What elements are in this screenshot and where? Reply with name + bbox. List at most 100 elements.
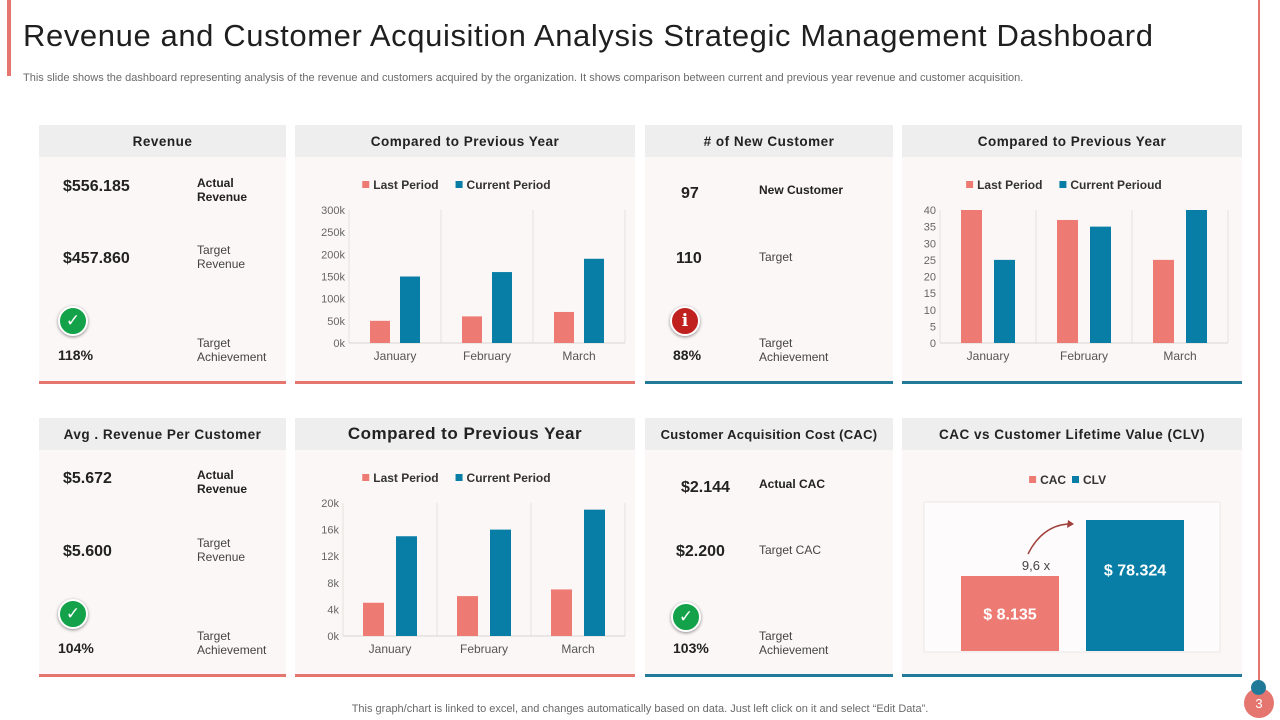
legend-swatch	[455, 474, 463, 481]
page-number-dot	[1251, 680, 1266, 695]
customer-comparison-card: Compared to Previous Year Last Period Cur…	[902, 125, 1242, 384]
card-accent-rule	[645, 674, 893, 677]
target-revenue-value: $457.860	[63, 250, 130, 267]
cac-kpi-title: Customer Acquisition Cost (CAC)	[645, 418, 893, 450]
bar-last-period	[363, 602, 384, 636]
x-tick-label: March	[562, 349, 595, 363]
new-customer-value: 97	[681, 185, 699, 202]
bar-current-period	[584, 509, 605, 636]
customer-comparison-title: Compared to Previous Year	[902, 125, 1242, 157]
bar-current-period	[1090, 226, 1111, 343]
bar-current-period	[490, 529, 511, 636]
y-tick-label: 20k	[321, 498, 339, 510]
actual-arpc-label: Actual Revenue	[197, 468, 248, 496]
legend-label: Current Period	[467, 178, 551, 192]
page-subtitle: This slide shows the dashboard represent…	[23, 72, 1024, 84]
check-icon: ✓	[58, 599, 88, 629]
bar-clv	[1086, 520, 1184, 651]
bar-last-period	[457, 596, 478, 636]
y-tick-label: 0k	[327, 631, 339, 643]
arpc-achievement-value: 104%	[58, 640, 94, 656]
x-tick-label: March	[1163, 349, 1196, 363]
bar-current-period	[492, 272, 512, 343]
legend-label: Current Period	[467, 471, 551, 485]
y-tick-label: 300k	[321, 205, 345, 217]
y-tick-label: 0	[930, 338, 936, 350]
y-tick-label: 20	[924, 272, 936, 284]
x-tick-label: February	[463, 349, 511, 363]
cac-achievement-label: Target Achievement	[759, 629, 829, 657]
actual-revenue-value: $556.185	[63, 178, 130, 195]
legend-swatch	[1072, 476, 1079, 483]
new-customer-kpi-title: # of New Customer	[645, 125, 893, 157]
clv-value-label: $ 78.324	[1104, 563, 1166, 580]
y-tick-label: 4k	[327, 604, 339, 616]
y-tick-label: 16k	[321, 525, 339, 537]
x-tick-label: February	[1060, 349, 1108, 363]
bar-last-period	[1057, 219, 1078, 343]
x-tick-label: January	[374, 349, 417, 363]
cac-clv-title: CAC vs Customer Lifetime Value (CLV)	[902, 418, 1242, 450]
bar-current-period	[584, 258, 604, 343]
target-arpc-value: $5.600	[63, 543, 112, 560]
ratio-arrow-head	[1067, 520, 1074, 528]
legend-label: CLV	[1083, 473, 1106, 487]
cac-value-label: $ 8.135	[983, 607, 1036, 624]
bar-last-period	[370, 320, 390, 343]
revenue-comparison-chart: Last Period Current Period 0k 50k 100k 150k 20…	[321, 178, 626, 363]
y-tick-label: 8k	[327, 578, 339, 590]
target-cac-label: Target CAC	[759, 543, 822, 557]
bar-cac	[961, 576, 1059, 651]
legend-label: Current Perioud	[1070, 178, 1161, 192]
y-tick-label: 5	[930, 321, 936, 333]
cac-clv-chart: CAC CLV $ 8.135 $ 78.324 9,6 x	[923, 473, 1221, 653]
x-tick-label: January	[369, 642, 412, 656]
ratio-annotation: 9,6 x	[1022, 558, 1051, 573]
card-accent-rule	[645, 381, 893, 384]
y-tick-label: 250k	[321, 227, 345, 239]
info-icon: i	[670, 306, 700, 336]
bar-last-period	[462, 316, 482, 343]
revenue-kpi-title: Revenue	[39, 125, 286, 157]
arpc-comparison-title: Compared to Previous Year	[295, 418, 635, 450]
customer-achievement-value: 88%	[673, 347, 702, 363]
bar-current-period	[1186, 210, 1207, 343]
right-accent-line	[1258, 0, 1260, 690]
legend-swatch	[362, 474, 370, 481]
actual-revenue-label: Actual Revenue	[197, 176, 248, 204]
revenue-kpi-card: Revenue $556.185 Actual Revenue $457.860…	[39, 125, 286, 384]
title-accent-bar	[7, 0, 11, 76]
card-accent-rule	[295, 674, 635, 677]
bar-last-period	[1153, 259, 1174, 343]
legend-label: Last Period	[977, 178, 1042, 192]
card-accent-rule	[39, 674, 286, 677]
y-tick-label: 25	[924, 255, 936, 267]
legend-label: Last Period	[373, 471, 438, 485]
legend-swatch	[362, 181, 370, 188]
cac-achievement-value: 103%	[673, 640, 709, 656]
revenue-comparison-title: Compared to Previous Year	[295, 125, 635, 157]
arpc-kpi-card: Avg . Revenue Per Customer $5.672 Actual…	[39, 418, 286, 677]
arpc-comparison-chart: Last Period Current Period 0k 4k 8k 12k 16k 20k…	[321, 471, 626, 656]
card-accent-rule	[295, 381, 635, 384]
footer-note: This graph/chart is linked to excel, and…	[351, 703, 929, 715]
legend-swatch	[966, 181, 974, 188]
y-tick-label: 30	[924, 238, 936, 250]
y-tick-label: 100k	[321, 294, 345, 306]
y-tick-label: 150k	[321, 272, 345, 284]
revenue-achievement-value: 118%	[58, 347, 94, 363]
revenue-achievement-label: Target Achievement	[197, 336, 267, 364]
legend-swatch	[1059, 181, 1067, 188]
card-accent-rule	[902, 674, 1242, 677]
y-tick-label: 12k	[321, 551, 339, 563]
y-tick-label: 50k	[327, 316, 345, 328]
cac-kpi-card: Customer Acquisition Cost (CAC) $2.144 A…	[645, 418, 893, 677]
customer-target-value: 110	[676, 250, 702, 267]
check-icon: ✓	[58, 306, 88, 336]
bar-current-period	[396, 536, 417, 636]
y-tick-label: 0k	[333, 338, 345, 350]
x-tick-label: March	[561, 642, 594, 656]
target-cac-value: $2.200	[676, 543, 725, 560]
y-tick-label: 40	[924, 205, 936, 217]
arpc-kpi-title: Avg . Revenue Per Customer	[39, 418, 286, 450]
